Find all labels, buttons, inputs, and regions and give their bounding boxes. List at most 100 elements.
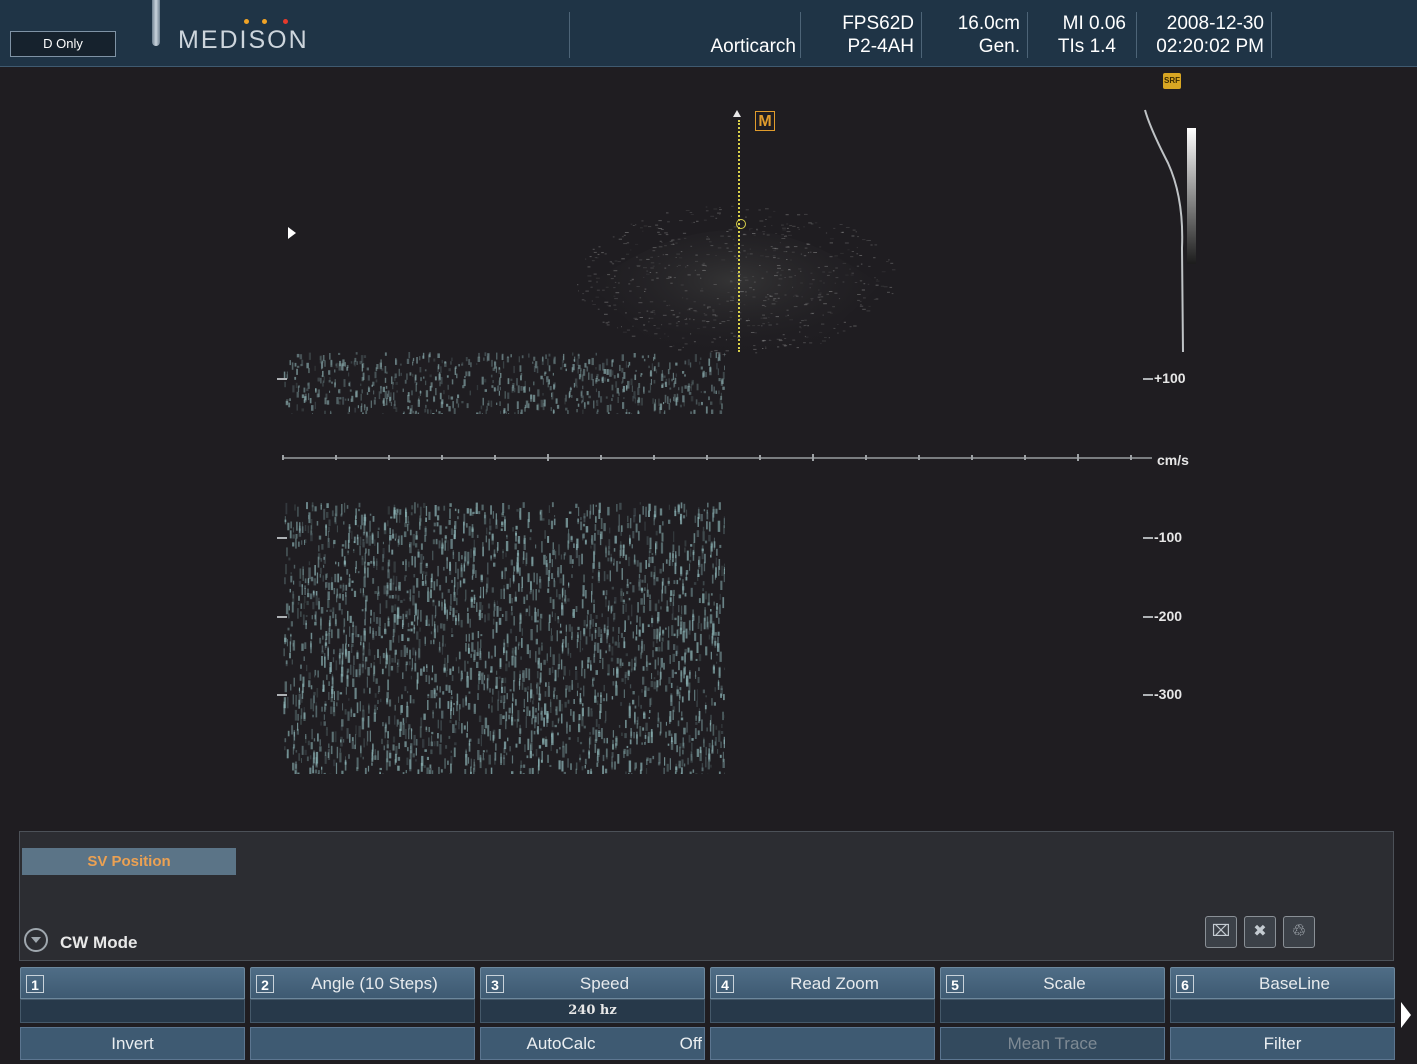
baseline-tick — [335, 455, 337, 460]
m-marker-icon: M — [755, 111, 775, 131]
baseline-tick — [1130, 455, 1132, 460]
left-scale-tick — [277, 694, 287, 696]
mi-readout: MI 0.06 — [1062, 13, 1126, 34]
scale-label: +100 — [1154, 370, 1186, 386]
autocalc-button[interactable]: AutoCalc Off — [480, 1027, 705, 1060]
softkey-value — [710, 999, 935, 1023]
patient-delete-icon[interactable]: ✖ — [1244, 916, 1276, 948]
trash-icon[interactable]: ♲ — [1283, 916, 1315, 948]
softkey-value — [940, 999, 1165, 1023]
softkey-number: 1 — [26, 975, 44, 993]
softkey-value — [1170, 999, 1395, 1023]
softkey-angle[interactable]: 2 Angle (10 Steps) — [250, 967, 475, 1024]
sv-position-button[interactable]: SV Position — [22, 848, 236, 875]
baseline-tick — [865, 455, 867, 460]
softkey-value — [250, 999, 475, 1023]
baseline-tick — [653, 455, 655, 460]
softkey-number: 4 — [716, 975, 734, 993]
control-panel — [19, 831, 1394, 961]
baseline-tick — [1077, 454, 1079, 461]
spectral-doppler-upper — [283, 352, 725, 414]
softkey-value — [20, 999, 245, 1023]
empty-key-button[interactable] — [250, 1027, 475, 1060]
network-delete-icon[interactable]: ⌧ — [1205, 916, 1237, 948]
date-readout: 2008-12-30 — [1166, 13, 1264, 34]
spectral-doppler-lower — [283, 502, 725, 774]
probe-application: P2-4AH — [847, 36, 914, 57]
softkey-baseline[interactable]: 6 BaseLine — [1170, 967, 1395, 1024]
chevron-down-icon[interactable] — [24, 928, 48, 952]
probe-name: FPS62D — [842, 13, 914, 34]
grayscale-bar — [1187, 128, 1196, 264]
softkey-label: Scale — [1043, 974, 1086, 993]
mode-indicator: D Only — [10, 31, 116, 57]
filter-button[interactable]: Filter — [1170, 1027, 1395, 1060]
scale-unit: cm/s — [1157, 452, 1189, 468]
left-scale-tick — [277, 616, 287, 618]
softkey-read-zoom[interactable]: 4 Read Zoom — [710, 967, 935, 1024]
scale-tick — [1143, 694, 1153, 696]
softkey-number: 2 — [256, 975, 274, 993]
baseline-tick — [1024, 455, 1026, 460]
mode-title: CW Mode — [60, 933, 138, 952]
doppler-baseline[interactable] — [282, 457, 1152, 459]
sample-volume-gate[interactable] — [736, 219, 746, 229]
top-status-bar — [0, 0, 1417, 67]
header-divider — [800, 12, 801, 58]
softkey-value: 240 hz — [480, 999, 705, 1023]
gray-map-curve — [1144, 109, 1184, 353]
baseline-tick — [918, 455, 920, 460]
play-marker-icon — [288, 227, 296, 239]
doppler-cursor-line[interactable] — [738, 120, 742, 352]
baseline-tick — [971, 455, 973, 460]
header-divider — [1027, 12, 1028, 58]
baseline-tick — [759, 455, 761, 460]
probe-holder-graphic — [152, 0, 160, 46]
softkey-number: 3 — [486, 975, 504, 993]
next-page-icon[interactable] — [1401, 1002, 1411, 1028]
softkey-label: Read Zoom — [790, 974, 879, 993]
softkey-label: Speed — [579, 974, 630, 993]
invert-button[interactable]: Invert — [20, 1027, 245, 1060]
brand-dot-2 — [262, 19, 267, 24]
baseline-tick — [812, 454, 814, 461]
baseline-tick — [282, 455, 284, 460]
mean-trace-button[interactable]: Mean Trace — [940, 1027, 1165, 1060]
bmode-sector-image — [577, 205, 896, 355]
scale-tick — [1143, 616, 1153, 618]
scale-label: -200 — [1154, 608, 1183, 624]
scale-label: -100 — [1154, 529, 1183, 545]
srf-icon: SRF — [1163, 73, 1181, 89]
header-divider — [569, 12, 570, 58]
frequency-readout: Gen. — [978, 36, 1020, 57]
brand-dot-3 — [283, 19, 288, 24]
softkey-number: 5 — [946, 975, 964, 993]
time-readout: 02:20:02 PM — [1156, 36, 1264, 57]
softkey-1[interactable]: 1 — [20, 967, 245, 1024]
header-divider — [921, 12, 922, 58]
left-scale-tick — [277, 537, 287, 539]
scale-tick — [1143, 537, 1153, 539]
baseline-tick — [388, 455, 390, 460]
softkey-number: 6 — [1176, 975, 1194, 993]
brand-dot-1 — [244, 19, 249, 24]
autocalc-state: Off — [679, 1034, 702, 1053]
left-scale-tick — [277, 378, 287, 380]
baseline-tick — [547, 454, 549, 461]
arrow-up-icon — [733, 110, 741, 117]
autocalc-label: AutoCalc — [526, 1034, 596, 1053]
tis-readout: TIs 1.4 — [1057, 36, 1116, 57]
header-divider — [1136, 12, 1137, 58]
scale-tick — [1143, 378, 1153, 380]
baseline-tick — [441, 455, 443, 460]
softkey-label: BaseLine — [1259, 974, 1330, 993]
baseline-tick — [494, 455, 496, 460]
baseline-tick — [706, 455, 708, 460]
header-divider — [1271, 12, 1272, 58]
depth-readout: 16.0cm — [957, 13, 1020, 34]
softkey-speed[interactable]: 3 Speed 240 hz — [480, 967, 705, 1024]
empty-key-button[interactable] — [710, 1027, 935, 1060]
baseline-tick — [600, 455, 602, 460]
softkey-scale[interactable]: 5 Scale — [940, 967, 1165, 1024]
softkey-label: Angle (10 Steps) — [311, 974, 438, 993]
